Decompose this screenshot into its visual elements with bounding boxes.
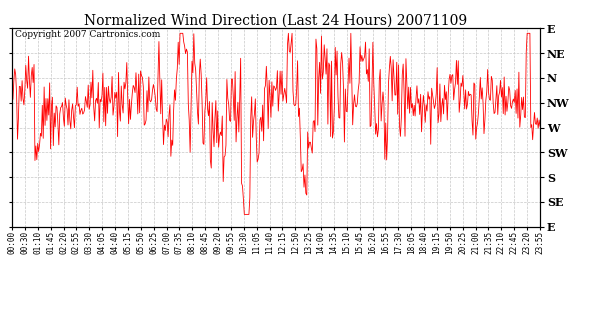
Title: Normalized Wind Direction (Last 24 Hours) 20071109: Normalized Wind Direction (Last 24 Hours… — [85, 13, 467, 27]
Text: Copyright 2007 Cartronics.com: Copyright 2007 Cartronics.com — [14, 30, 160, 39]
